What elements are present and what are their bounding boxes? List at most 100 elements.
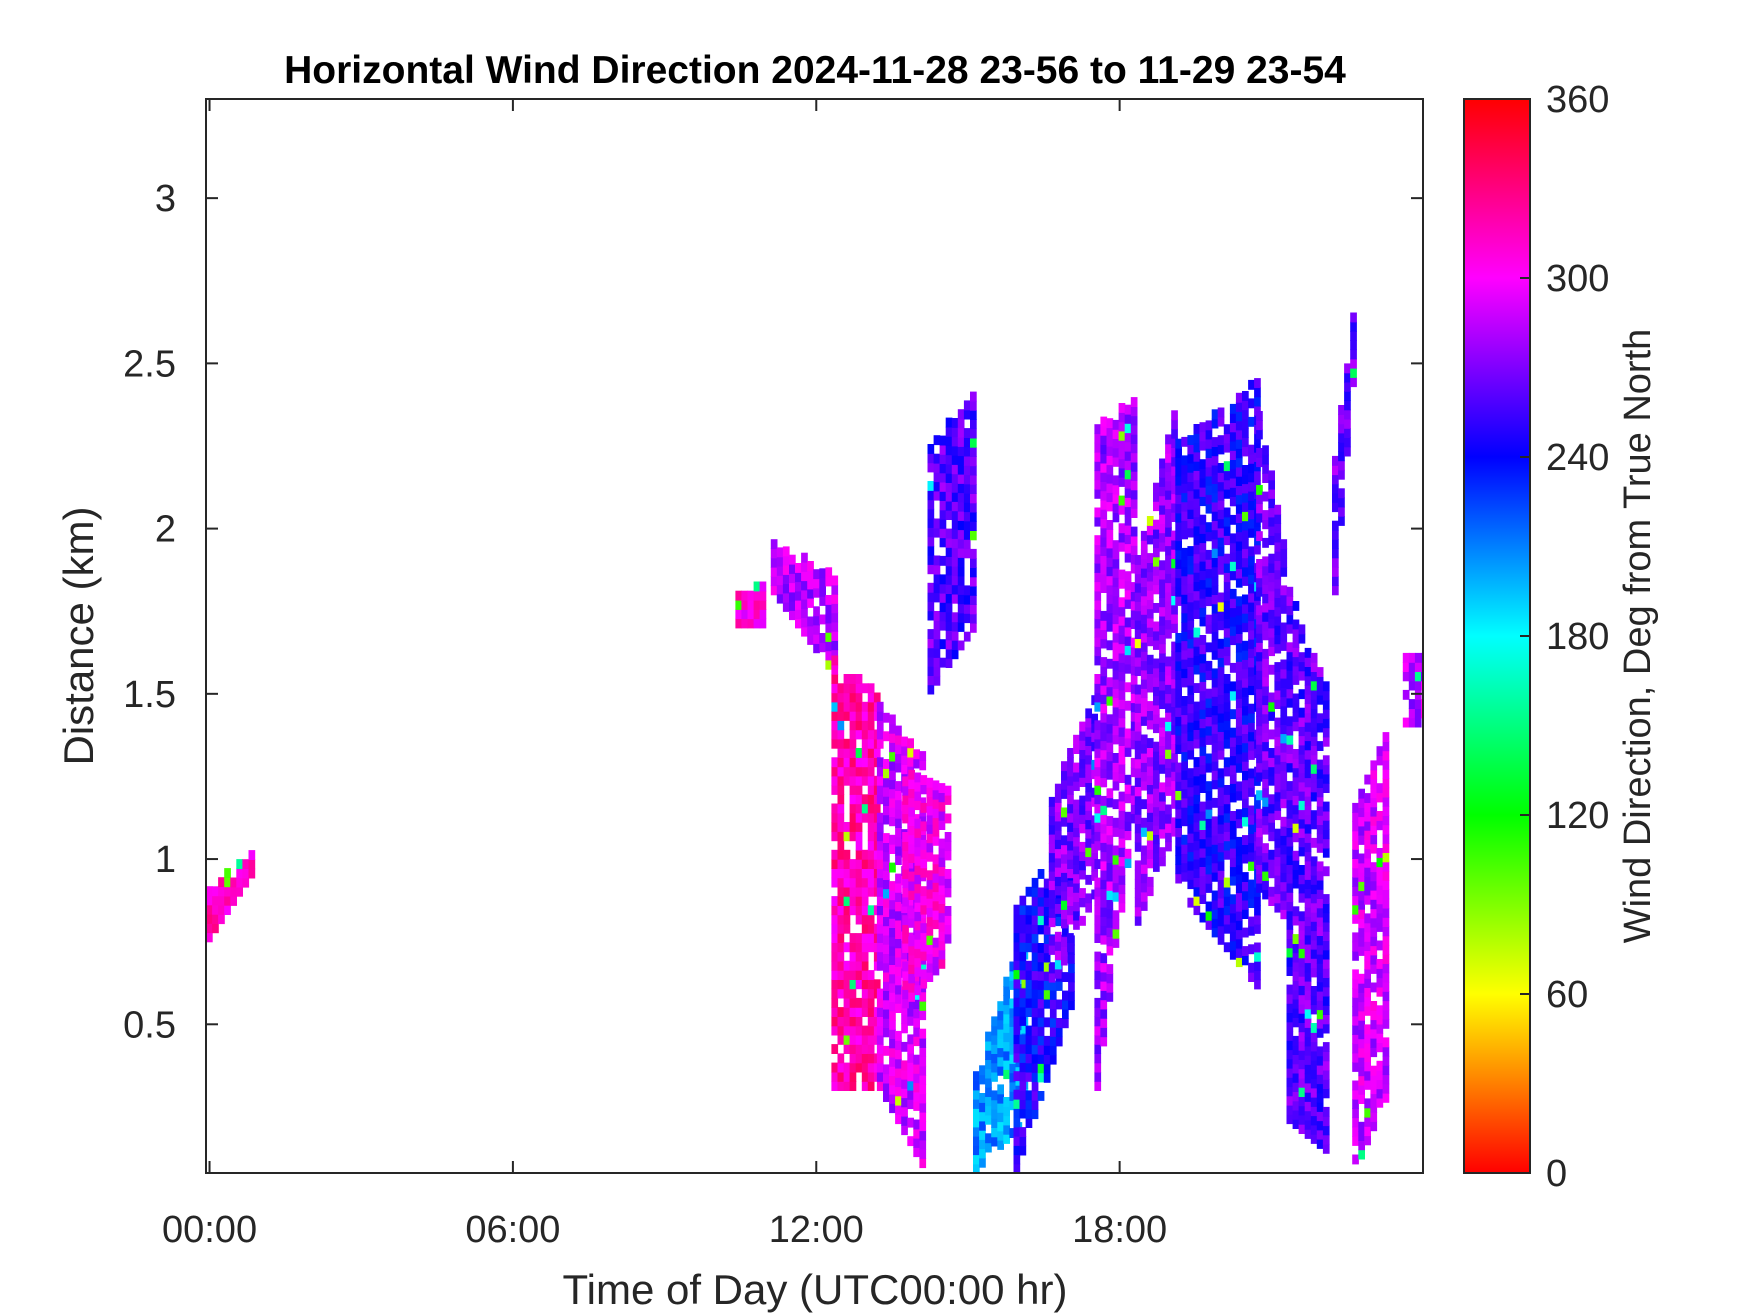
heatmap-cell: [1256, 586, 1263, 597]
heatmap-cell: [1193, 738, 1201, 749]
heatmap-cell: [1229, 570, 1237, 581]
heatmap-cell: [1414, 717, 1422, 728]
heatmap-cell: [831, 711, 839, 721]
heatmap-cell: [1205, 753, 1213, 764]
heatmap-cell: [1175, 771, 1182, 782]
heatmap-cell: [1181, 696, 1188, 706]
heatmap-cell: [813, 634, 820, 644]
heatmap-cell: [1094, 812, 1102, 823]
heatmap-cell: [1268, 812, 1275, 823]
heatmap-cell: [970, 502, 977, 513]
heatmap-cell: [1205, 920, 1213, 930]
heatmap-cell: [831, 655, 839, 666]
heatmap-cell: [991, 1127, 998, 1138]
heatmap-cell: [1153, 528, 1160, 539]
heatmap-cell: [1165, 786, 1172, 796]
heatmap-cell: [957, 538, 965, 549]
heatmap-cell: [843, 868, 851, 879]
heatmap-cell: [1229, 431, 1237, 442]
heatmap-cell: [970, 567, 977, 578]
heatmap-cell: [1364, 811, 1371, 822]
heatmap-cell: [1286, 818, 1294, 828]
heatmap-cell: [1175, 549, 1182, 560]
heatmap-cell: [861, 794, 869, 805]
heatmap-cell: [1310, 1087, 1318, 1098]
heatmap-cell: [819, 633, 826, 643]
heatmap-cell: [1019, 905, 1027, 915]
heatmap-cell: [1280, 742, 1288, 753]
heatmap-cell: [1140, 891, 1148, 902]
heatmap-cell: [1061, 937, 1068, 947]
heatmap-cell: [1159, 634, 1166, 645]
heatmap-cell: [855, 868, 863, 879]
heatmap-cell: [1235, 605, 1243, 616]
heatmap-cell: [1235, 818, 1243, 829]
heatmap-cell: [1175, 586, 1182, 597]
heatmap-cell: [1256, 882, 1263, 893]
heatmap-cell: [1146, 849, 1154, 859]
heatmap-cell: [945, 426, 953, 437]
heatmap-cell: [1193, 683, 1201, 693]
heatmap-cell: [895, 1067, 902, 1078]
heatmap-cell: [1242, 807, 1249, 818]
heatmap-cell: [849, 683, 857, 694]
heatmap-cell: [1352, 932, 1359, 943]
heatmap-cell: [1031, 961, 1039, 972]
heatmap-cell: [1298, 717, 1306, 727]
wind-region-2: [735, 581, 767, 629]
heatmap-cell: [883, 907, 890, 917]
heatmap-cell: [1140, 716, 1148, 726]
heatmap-cell: [876, 775, 884, 786]
heatmap-cell: [889, 1075, 896, 1086]
heatmap-cell: [1146, 562, 1154, 573]
heatmap-cell: [1106, 547, 1114, 558]
heatmap-cell: [1229, 422, 1237, 433]
heatmap-cell: [1134, 610, 1142, 621]
heatmap-cell: [1130, 609, 1138, 620]
heatmap-cell: [1134, 915, 1142, 926]
heatmap-cell: [1019, 1071, 1027, 1082]
heatmap-cell: [907, 1080, 914, 1091]
heatmap-cell: [1235, 429, 1243, 440]
heatmap-cell: [1165, 471, 1172, 482]
heatmap-cell: [902, 998, 909, 1009]
heatmap-cell: [1376, 811, 1384, 821]
y-tick-label: 1.5: [123, 674, 176, 716]
heatmap-cell: [938, 931, 946, 941]
heatmap-cell: [849, 1081, 857, 1091]
heatmap-cell: [1364, 913, 1371, 924]
heatmap-cell: [1304, 721, 1312, 732]
heatmap-cell: [831, 859, 839, 869]
heatmap-cell: [1352, 997, 1359, 1008]
heatmap-cell: [1370, 1047, 1378, 1058]
heatmap-cell: [1049, 1017, 1057, 1028]
heatmap-cell: [1235, 531, 1243, 542]
heatmap-cell: [985, 1087, 992, 1097]
heatmap-cell: [1382, 815, 1390, 826]
heatmap-cell: [1211, 853, 1219, 864]
heatmap-cell: [1037, 915, 1045, 926]
heatmap-cell: [1256, 457, 1263, 468]
heatmap-cell: [770, 548, 778, 559]
heatmap-cell: [1304, 999, 1312, 1010]
heatmap-cell: [1106, 853, 1114, 863]
heatmap-cell: [933, 490, 941, 501]
heatmap-cell: [1322, 995, 1330, 1006]
heatmap-cell: [1217, 537, 1225, 547]
heatmap-cell: [1043, 897, 1051, 907]
heatmap-cell: [849, 951, 857, 962]
heatmap-cell: [1043, 1072, 1051, 1083]
heatmap-cell: [1130, 526, 1138, 537]
heatmap-cell: [1031, 914, 1039, 925]
heatmap-cell: [1134, 730, 1142, 741]
heatmap-cell: [1094, 822, 1102, 832]
heatmap-cell: [1338, 516, 1345, 526]
heatmap-cell: [927, 629, 935, 639]
heatmap-cell: [1130, 397, 1138, 407]
heatmap-cell: [1181, 436, 1188, 447]
heatmap-cell: [1205, 790, 1213, 801]
heatmap-cell: [1094, 1062, 1102, 1073]
heatmap-cell: [1286, 734, 1294, 745]
heatmap-cell: [1274, 902, 1282, 913]
heatmap-cell: [883, 814, 890, 825]
